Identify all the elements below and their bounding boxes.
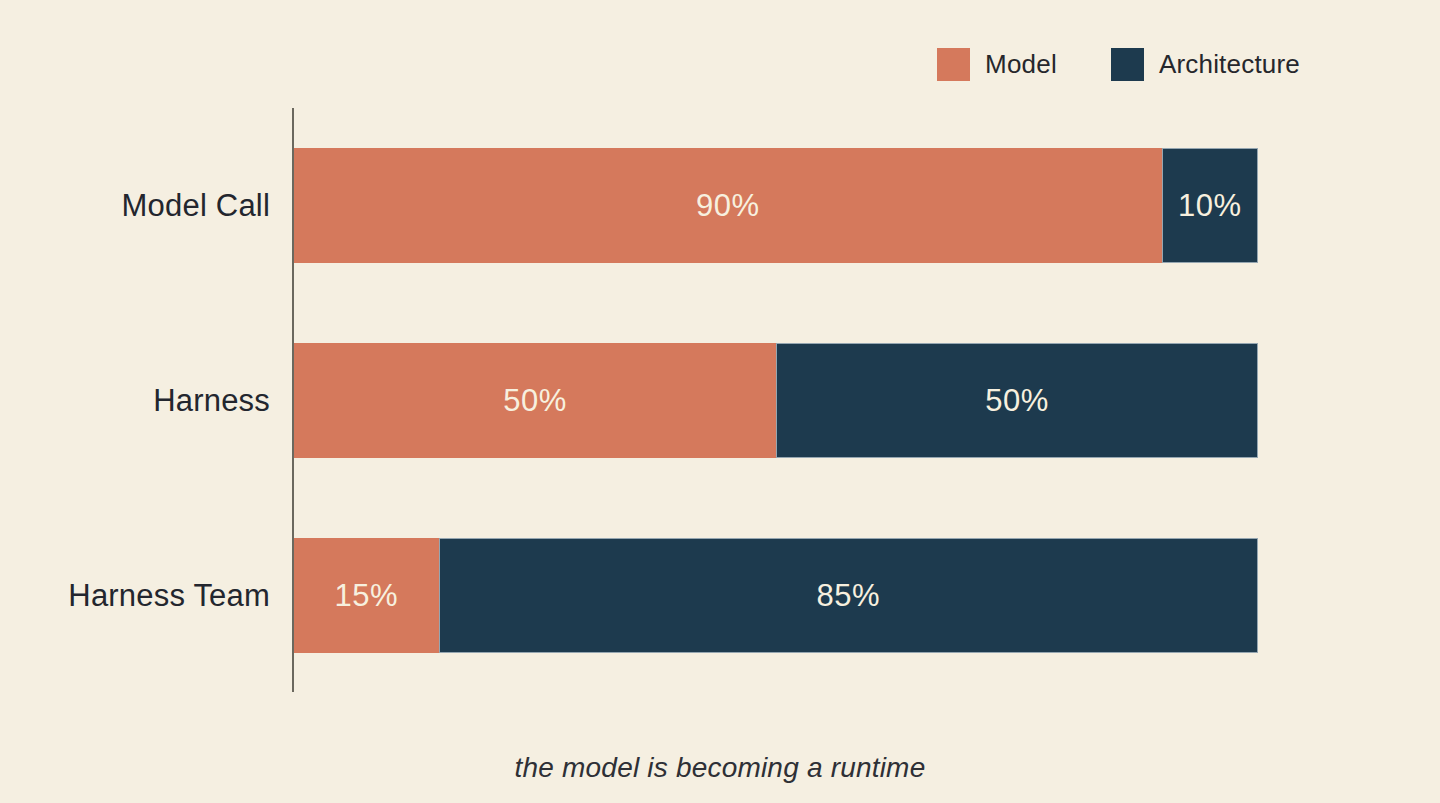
- bar-value-label: 50%: [503, 383, 567, 419]
- legend-item-architecture: Architecture: [1111, 48, 1300, 81]
- bar-value-label: 50%: [985, 383, 1049, 419]
- bar-row-harness: Harness 50% 50%: [0, 343, 1440, 458]
- bar-track: 90% 10%: [294, 148, 1258, 263]
- legend-label-model: Model: [985, 49, 1057, 80]
- bar-segment-architecture: 50%: [776, 343, 1258, 458]
- legend-item-model: Model: [937, 48, 1057, 81]
- bar-value-label: 85%: [817, 578, 881, 614]
- category-label: Harness: [0, 343, 270, 458]
- bar-segment-architecture: 10%: [1162, 148, 1258, 263]
- bar-segment-architecture: 85%: [439, 538, 1258, 653]
- legend-label-architecture: Architecture: [1159, 49, 1300, 80]
- bar-segment-model: 15%: [294, 538, 439, 653]
- chart-canvas: Model Architecture Model Call 90% 10% Ha…: [0, 0, 1440, 803]
- bar-track: 50% 50%: [294, 343, 1258, 458]
- legend: Model Architecture: [937, 48, 1300, 81]
- bar-track: 15% 85%: [294, 538, 1258, 653]
- model-swatch-icon: [937, 48, 970, 81]
- chart-caption: the model is becoming a runtime: [0, 752, 1440, 784]
- bar-row-harness-team: Harness Team 15% 85%: [0, 538, 1440, 653]
- bar-value-label: 90%: [696, 188, 760, 224]
- bar-row-model-call: Model Call 90% 10%: [0, 148, 1440, 263]
- bar-segment-model: 90%: [294, 148, 1162, 263]
- bar-segment-model: 50%: [294, 343, 776, 458]
- category-label: Harness Team: [0, 538, 270, 653]
- bar-value-label: 10%: [1178, 188, 1242, 224]
- category-label: Model Call: [0, 148, 270, 263]
- architecture-swatch-icon: [1111, 48, 1144, 81]
- bar-value-label: 15%: [335, 578, 399, 614]
